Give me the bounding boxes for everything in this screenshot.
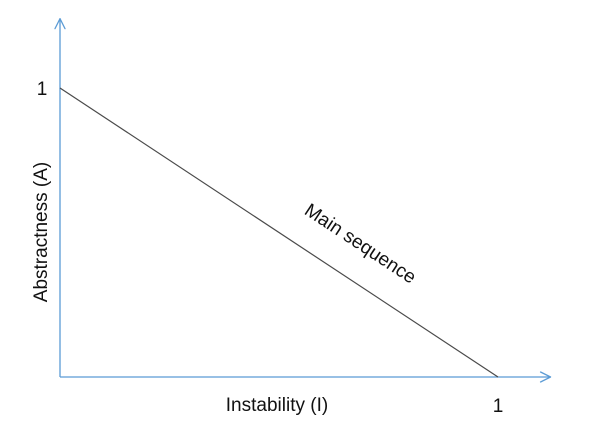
x-tick-label: 1	[493, 396, 504, 417]
series-layer: Main sequence	[59, 87, 499, 378]
y-axis-label: Abstractness (A)	[31, 162, 52, 302]
series-line-0	[59, 87, 499, 378]
x-axis-arrowhead	[539, 371, 552, 383]
axes	[54, 17, 552, 383]
y-axis-arrowhead	[54, 17, 66, 30]
x-axis-label: Instability (I)	[226, 395, 328, 416]
tick-label-layer: 11	[37, 79, 504, 417]
y-tick-label: 1	[37, 79, 48, 100]
series-label-0: Main sequence	[301, 200, 420, 289]
